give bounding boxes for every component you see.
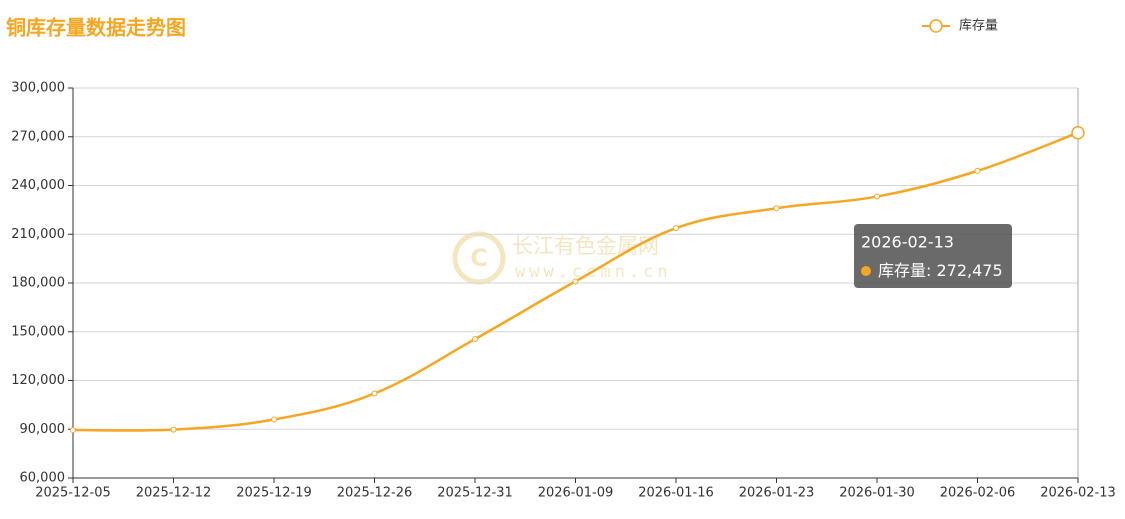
x-tick-label: 2025-12-05 [35,486,111,501]
x-tick-label: 2026-01-09 [538,486,614,501]
chart-title: 铜库存量数据走势图 [6,16,186,40]
x-tick-label: 2025-12-19 [236,486,312,501]
y-tick-label: 120,000 [11,373,65,388]
x-tick-label: 2025-12-31 [437,486,513,501]
y-tick-label: 90,000 [20,422,66,437]
y-tick-label: 180,000 [11,276,65,291]
y-tick-label: 300,000 [11,81,65,96]
x-tick-label: 2025-12-26 [337,486,413,501]
x-tick-label: 2025-12-12 [136,486,212,501]
tooltip-box [854,224,1012,288]
y-tick-label: 240,000 [11,178,65,193]
tooltip-separator: : [926,261,936,280]
data-point [773,205,780,212]
y-tick-label: 270,000 [11,129,65,144]
x-tick-label: 2026-02-13 [1040,486,1116,501]
data-point [170,426,177,433]
watermark: C 长江有色金属网 www.ccmn.cn [452,231,668,285]
x-tick-label: 2026-01-23 [739,486,815,501]
tooltip: 2026-02-13 库存量: 272,475 [854,224,1012,288]
watermark-logo-letter: C [470,244,488,272]
data-point [472,336,478,343]
x-tick-label: 2026-02-06 [940,486,1016,501]
data-point [70,427,76,434]
data-point [974,167,981,174]
data-point [271,416,277,423]
y-tick-label: 60,000 [20,471,66,486]
x-tick-label: 2026-01-30 [839,486,915,501]
data-point [371,390,378,397]
x-tick-label: 2026-01-16 [638,486,714,501]
legend-label: 库存量 [959,18,998,34]
y-tick-label: 150,000 [11,324,65,339]
tooltip-marker [861,266,871,276]
data-point [673,225,679,232]
tooltip-value: 库存量: 272,475 [878,261,1003,280]
data-point [572,278,579,285]
tooltip-number: 272,475 [937,261,1003,280]
data-point [1071,125,1085,140]
legend-marker [929,19,943,33]
tooltip-title: 2026-02-13 [861,233,954,252]
y-tick-label: 210,000 [11,227,65,242]
data-point [874,193,880,200]
tooltip-series-name: 库存量 [878,261,926,280]
